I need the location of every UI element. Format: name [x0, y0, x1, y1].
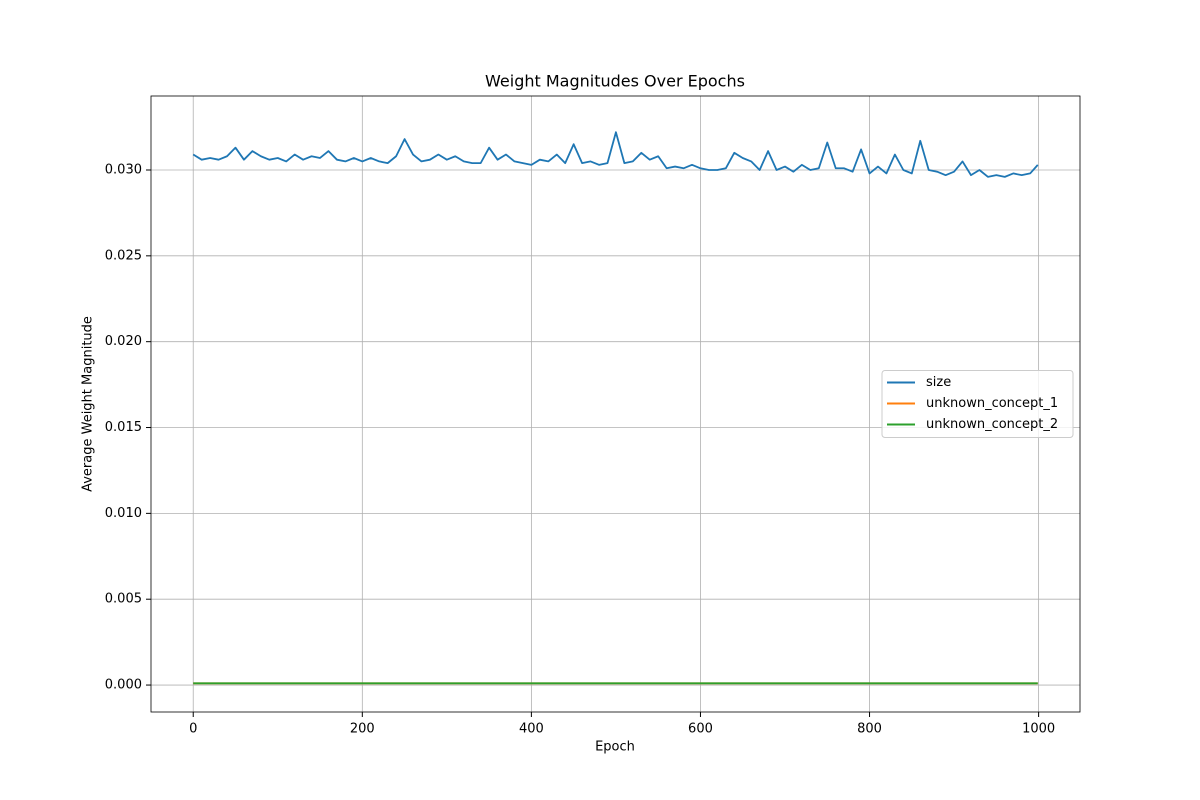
y-tick-label: 0.020 — [105, 334, 142, 349]
x-tick-label: 200 — [350, 722, 375, 737]
legend-label: unknown_concept_2 — [926, 417, 1058, 432]
x-axis-label: Epoch — [595, 740, 635, 755]
x-tick-label: 1000 — [1022, 722, 1055, 737]
y-tick-label: 0.015 — [105, 420, 142, 435]
y-tick-label: 0.030 — [105, 162, 142, 177]
y-tick-label: 0.025 — [105, 248, 142, 263]
chart-title: Weight Magnitudes Over Epochs — [485, 72, 745, 91]
legend: size unknown_concept_1 unknown_concept_2 — [881, 370, 1074, 438]
x-tick-label: 0 — [189, 722, 197, 737]
y-axis-label: Average Weight Magnitude — [81, 316, 96, 492]
x-tick-label: 400 — [519, 722, 544, 737]
x-tick-label: 800 — [857, 722, 882, 737]
legend-label: unknown_concept_1 — [926, 396, 1058, 411]
legend-box — [881, 370, 1074, 438]
x-tick-label: 600 — [688, 722, 713, 737]
y-tick-label: 0.010 — [105, 506, 142, 521]
series-line — [192, 131, 1039, 178]
legend-label: size — [926, 375, 951, 390]
plot-frame — [150, 95, 1081, 713]
y-tick-label: 0.005 — [105, 592, 142, 607]
y-tick-label: 0.000 — [105, 678, 142, 693]
